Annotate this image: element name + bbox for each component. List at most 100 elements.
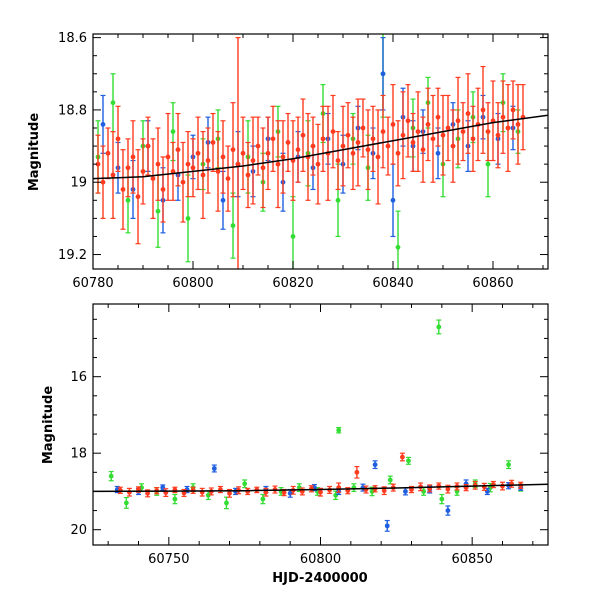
data-point-red (425, 87, 431, 162)
data-point-red (354, 465, 360, 479)
data-point-red (230, 102, 236, 198)
data-point-red (110, 131, 116, 219)
data-point-red (465, 73, 471, 154)
data-point-blue (390, 163, 396, 238)
data-point-red (255, 116, 261, 176)
data-point-blue (100, 94, 106, 154)
data-point-red (200, 131, 206, 219)
data-point-red (385, 116, 391, 176)
x-tick-label: 60800 (172, 276, 213, 291)
data-point-red (125, 138, 131, 198)
data-point-red (130, 120, 136, 194)
data-point-green (436, 319, 442, 335)
data-point-red (460, 102, 466, 162)
bottom-x-axis-title: HJD-2400000 (272, 571, 367, 586)
plot-area (93, 34, 548, 269)
data-point-green (172, 493, 178, 505)
data-point-red (275, 120, 281, 209)
data-point-red (420, 116, 426, 183)
data-point-red (375, 109, 381, 205)
data-point-red (395, 120, 401, 187)
data-point-red (215, 131, 221, 212)
data-point-blue (445, 505, 451, 516)
data-point-green (395, 210, 401, 269)
data-point-red (185, 131, 191, 198)
data-point-green (223, 496, 229, 510)
data-point-red (135, 149, 141, 245)
data-point-green (336, 426, 342, 434)
x-tick-label: 60860 (472, 276, 513, 291)
x-tick-label: 60840 (372, 276, 413, 291)
data-point-red (270, 105, 276, 172)
data-point-red (365, 109, 371, 191)
data-point-red (105, 127, 111, 180)
data-point-red (485, 102, 491, 162)
bottom-y-axis-title: Magnitude (41, 386, 56, 465)
data-point-red (295, 116, 301, 183)
data-point-red (505, 84, 511, 172)
x-tick-label: 60750 (148, 552, 189, 567)
trend-line (93, 483, 548, 493)
data-point-red (520, 84, 526, 151)
data-point-red (310, 116, 316, 176)
data-point-red (470, 105, 476, 172)
bottom-panel: Magnitude HJD-2400000 60750 60800 60850 16 1… (41, 303, 549, 586)
data-point-red (265, 116, 271, 191)
plot-frame (92, 303, 549, 546)
data-point-red (435, 87, 441, 147)
data-point-red (225, 145, 231, 212)
data-point-blue (160, 484, 166, 491)
data-point-green (439, 493, 445, 505)
data-point-green (351, 483, 357, 493)
y-tick-label: 19.2 (58, 248, 87, 263)
y-tick-label: 16 (70, 370, 87, 385)
data-point-green (230, 192, 236, 259)
data-point-red (126, 487, 132, 497)
data-point-red (199, 487, 205, 497)
data-point-red (245, 487, 251, 496)
data-point-red (440, 94, 446, 176)
data-point-red (100, 145, 106, 219)
data-point-red (436, 482, 442, 490)
data-point-red (155, 127, 161, 201)
data-point-red (430, 94, 436, 183)
data-point-red (205, 127, 211, 194)
data-point-red (481, 482, 487, 491)
data-point-red (150, 138, 156, 219)
y-tick-label: 18.8 (58, 103, 87, 118)
x-tick-label: 60820 (272, 276, 313, 291)
data-point-red (390, 84, 396, 165)
data-point-red (480, 65, 486, 154)
data-point-red (370, 105, 376, 172)
data-point-red (500, 80, 506, 154)
data-point-red (410, 112, 416, 172)
data-point-red (140, 138, 146, 205)
data-point-red (95, 134, 101, 194)
data-point-red (210, 112, 216, 172)
data-point-red (360, 98, 366, 158)
top-panel: Magnitude 60780 60800 60820 60840 60860 18.6 1… (27, 31, 549, 291)
data-point-red (165, 112, 171, 201)
data-point-red (220, 120, 226, 194)
y-tick-label: 19 (70, 176, 87, 191)
data-point-red (340, 105, 346, 187)
data-point-red (115, 105, 121, 172)
data-point-green (123, 496, 129, 509)
data-point-red (260, 127, 266, 209)
data-point-red (515, 84, 521, 165)
data-point-red (320, 105, 326, 172)
data-point-red (180, 141, 186, 223)
data-point-green (242, 479, 248, 489)
x-tick-label: 60780 (72, 276, 113, 291)
data-point-red (355, 98, 361, 187)
data-point-red (217, 485, 223, 494)
data-point-green (387, 475, 393, 485)
data-point-red (170, 141, 176, 201)
data-point-green (260, 493, 266, 505)
data-point-red (190, 138, 196, 198)
data-point-blue (384, 519, 390, 532)
data-point-green (405, 456, 411, 465)
data-point-blue (402, 487, 408, 496)
data-point-red (195, 116, 201, 191)
